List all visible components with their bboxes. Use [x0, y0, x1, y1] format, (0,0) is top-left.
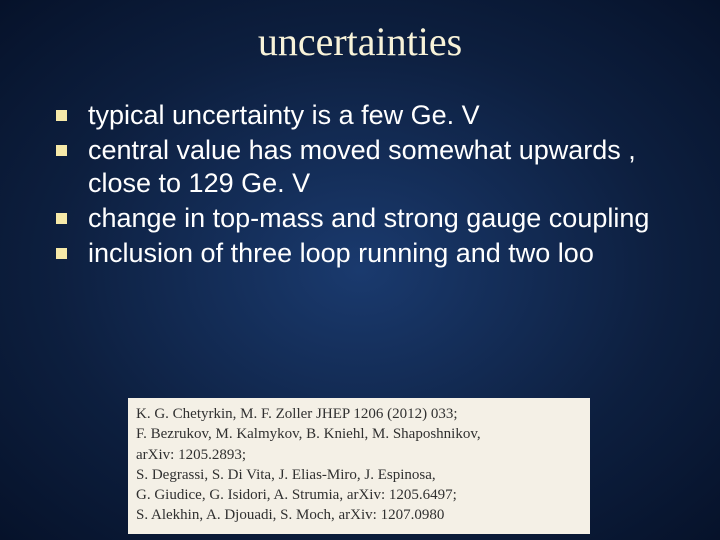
slide-container: uncertainties typical uncertainty is a f… — [0, 0, 720, 540]
bullet-text: typical uncertainty is a few Ge. V — [88, 100, 480, 130]
bullet-square-icon — [56, 213, 67, 224]
bullet-text: central value has moved somewhat upwards… — [88, 135, 636, 198]
reference-line: S. Alekhin, A. Djouadi, S. Moch, arXiv: … — [136, 505, 582, 525]
references-box: K. G. Chetyrkin, M. F. Zoller JHEP 1206 … — [128, 398, 590, 534]
bullet-list: typical uncertainty is a few Ge. V centr… — [50, 99, 670, 270]
bullet-square-icon — [56, 248, 67, 259]
bullet-square-icon — [56, 145, 67, 156]
bullet-text: inclusion of three loop running and two … — [88, 238, 594, 268]
list-item: inclusion of three loop running and two … — [54, 237, 670, 270]
bullet-text: change in top-mass and strong gauge coup… — [88, 203, 649, 233]
list-item: typical uncertainty is a few Ge. V — [54, 99, 670, 132]
slide-title: uncertainties — [50, 18, 670, 65]
reference-line: arXiv: 1205.2893; — [136, 445, 582, 465]
reference-line: F. Bezrukov, M. Kalmykov, B. Kniehl, M. … — [136, 424, 582, 444]
list-item: change in top-mass and strong gauge coup… — [54, 202, 670, 235]
reference-line: G. Giudice, G. Isidori, A. Strumia, arXi… — [136, 485, 582, 505]
reference-line: K. G. Chetyrkin, M. F. Zoller JHEP 1206 … — [136, 404, 582, 424]
bullet-square-icon — [56, 110, 67, 121]
reference-line: S. Degrassi, S. Di Vita, J. Elias-Miro, … — [136, 465, 582, 485]
list-item: central value has moved somewhat upwards… — [54, 134, 670, 200]
